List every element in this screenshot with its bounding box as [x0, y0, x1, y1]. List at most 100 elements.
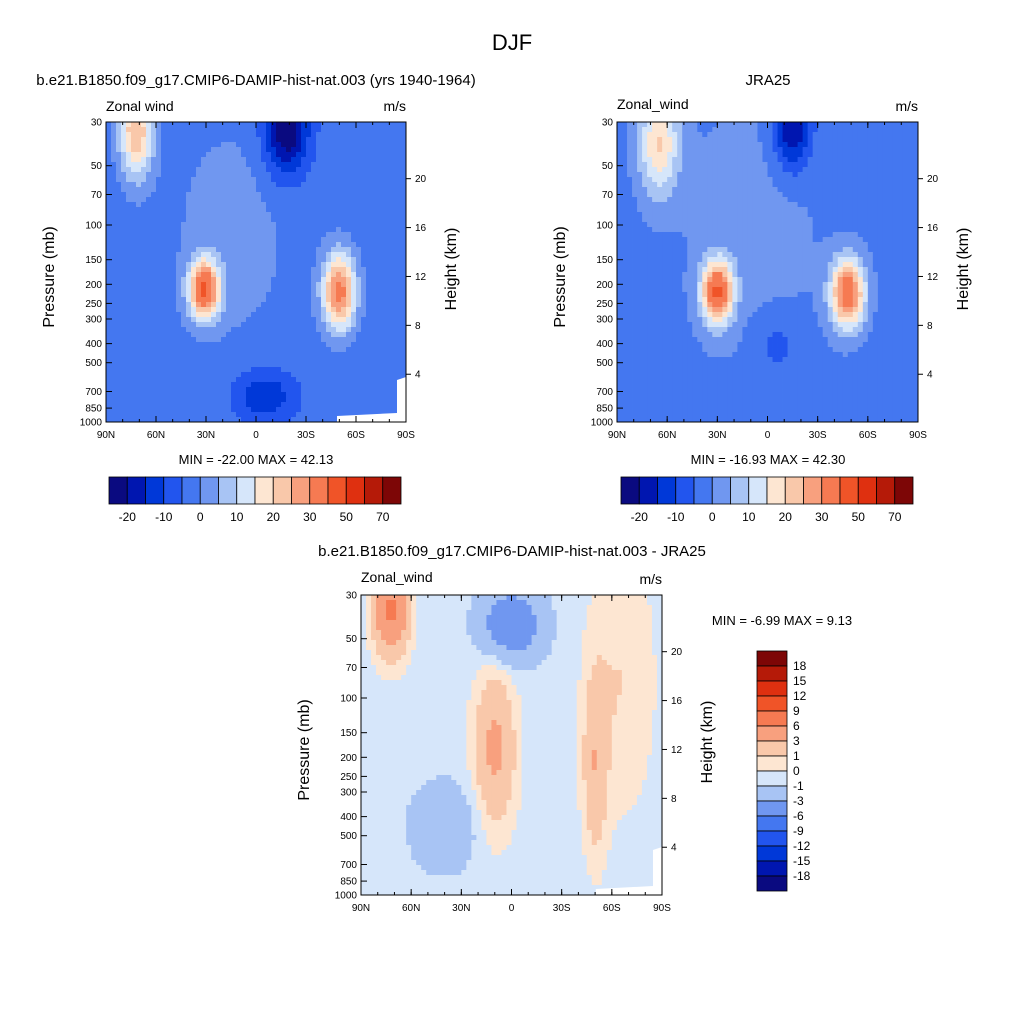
- contour-cell: [141, 192, 147, 198]
- contour-cell: [131, 347, 137, 353]
- contour-cell: [201, 417, 207, 423]
- contour-cell: [822, 142, 829, 148]
- contour-cell: [356, 347, 362, 353]
- contour-cell: [166, 417, 172, 423]
- contour-cell: [181, 382, 187, 388]
- contour-cell: [907, 127, 914, 133]
- contour-cell: [126, 187, 132, 193]
- contour-cell: [121, 167, 127, 173]
- contour-cell: [281, 377, 287, 383]
- contour-cell: [692, 207, 698, 213]
- contour-cell: [236, 142, 242, 148]
- contour-cell: [807, 142, 814, 148]
- contour-cell: [782, 212, 788, 218]
- contour-cell: [196, 342, 202, 348]
- colorbar-swatch: [145, 476, 165, 505]
- contour-cell: [116, 407, 122, 413]
- contour-cell: [161, 282, 167, 288]
- contour-cell: [171, 197, 177, 203]
- contour-cell: [632, 152, 638, 158]
- contour-cell: [366, 202, 372, 208]
- contour-cell: [131, 262, 137, 268]
- contour-cell: [737, 187, 743, 193]
- contour-cell: [316, 232, 322, 238]
- contour-cell: [622, 192, 628, 198]
- contour-cell: [181, 297, 187, 303]
- contour-cell: [326, 272, 332, 278]
- contour-cell: [742, 132, 748, 138]
- contour-cell: [231, 287, 237, 293]
- contour-cell: [682, 132, 688, 138]
- contour-cell: [366, 152, 372, 158]
- contour-cell: [256, 217, 262, 223]
- contour-cell: [617, 212, 623, 218]
- contour-cell: [241, 202, 247, 208]
- contour-cell: [166, 342, 172, 348]
- contour-cell: [351, 197, 357, 203]
- height-tick-label: 16: [415, 223, 427, 234]
- contour-cell: [311, 147, 317, 153]
- contour-cell: [241, 352, 247, 358]
- contour-cell: [226, 232, 232, 238]
- contour-cell: [161, 152, 167, 158]
- contour-cell: [236, 342, 242, 348]
- contour-cell: [346, 362, 352, 368]
- contour-cell: [191, 237, 197, 243]
- y-tick-label: 850: [85, 404, 102, 415]
- contour-cell: [687, 212, 693, 218]
- contour-cell: [902, 157, 909, 163]
- contour-cell: [201, 222, 207, 228]
- contour-cell: [176, 342, 182, 348]
- contour-cell: [166, 402, 172, 408]
- contour-cell: [236, 397, 242, 403]
- contour-cell: [161, 267, 167, 273]
- contour-cell: [386, 332, 392, 338]
- contour-cell: [136, 232, 142, 238]
- contour-cell: [236, 372, 242, 378]
- contour-cell: [226, 257, 232, 263]
- contour-cell: [627, 212, 633, 218]
- contour-cell: [326, 162, 332, 168]
- contour-cell: [727, 132, 733, 138]
- contour-cell: [767, 172, 773, 178]
- contour-cell: [216, 142, 222, 148]
- contour-cell: [301, 347, 307, 353]
- contour-cell: [812, 212, 819, 218]
- contour-cell: [211, 257, 217, 263]
- contour-cell: [176, 207, 182, 213]
- contour-cell: [356, 187, 362, 193]
- contour-cell: [877, 177, 884, 183]
- contour-cell: [171, 232, 177, 238]
- contour-cell: [386, 222, 392, 228]
- contour-cell: [757, 127, 763, 133]
- contour-cell: [316, 287, 322, 293]
- contour-cell: [637, 177, 643, 183]
- contour-cell: [857, 162, 864, 168]
- contour-cell: [126, 282, 132, 288]
- contour-cell: [321, 262, 327, 268]
- contour-cell: [371, 297, 377, 303]
- contour-cell: [717, 177, 723, 183]
- contour-cell: [196, 207, 202, 213]
- contour-cell: [276, 382, 282, 388]
- contour-cell: [286, 377, 292, 383]
- contour-cell: [682, 187, 688, 193]
- contour-cell: [687, 142, 693, 148]
- contour-cell: [862, 157, 869, 163]
- contour-cell: [251, 302, 257, 308]
- contour-cell: [842, 157, 849, 163]
- contour-cell: [336, 307, 342, 313]
- contour-cell: [391, 357, 397, 363]
- contour-cell: [226, 412, 232, 418]
- contour-cell: [767, 207, 773, 213]
- contour-cell: [662, 142, 668, 148]
- contour-cell: [707, 187, 713, 193]
- contour-cell: [692, 182, 698, 188]
- contour-cell: [241, 412, 247, 418]
- contour-cell: [657, 147, 663, 153]
- contour-cell: [136, 402, 142, 408]
- contour-cell: [827, 172, 834, 178]
- contour-cell: [356, 152, 362, 158]
- contour-cell: [802, 187, 809, 193]
- contour-cell: [757, 147, 763, 153]
